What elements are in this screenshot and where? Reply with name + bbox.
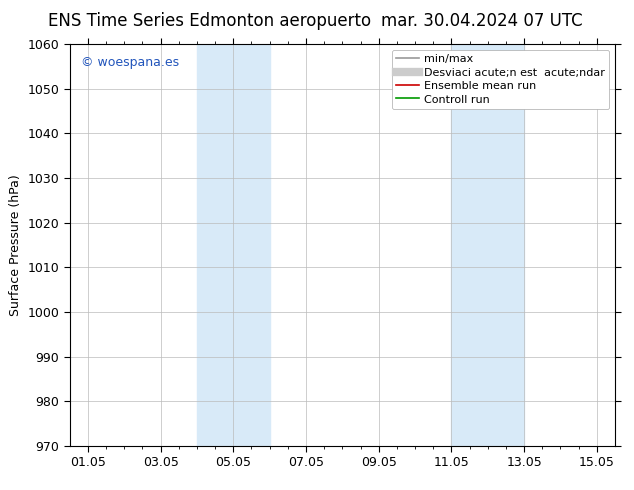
Bar: [197, 44, 269, 446]
Text: mar. 30.04.2024 07 UTC: mar. 30.04.2024 07 UTC: [381, 12, 583, 30]
Text: © woespana.es: © woespana.es: [81, 56, 179, 69]
Y-axis label: Surface Pressure (hPa): Surface Pressure (hPa): [9, 174, 22, 316]
Text: ENS Time Series Edmonton aeropuerto: ENS Time Series Edmonton aeropuerto: [48, 12, 371, 30]
Legend: min/max, Desviaci acute;n est  acute;ndar, Ensemble mean run, Controll run: min/max, Desviaci acute;n est acute;ndar…: [392, 49, 609, 109]
Bar: [451, 44, 524, 446]
